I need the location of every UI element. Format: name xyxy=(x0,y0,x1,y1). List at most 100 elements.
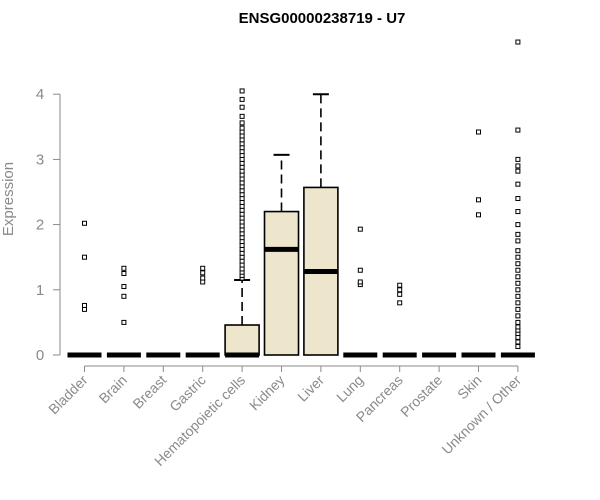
outlier-point xyxy=(239,254,245,260)
outlier-point xyxy=(515,168,521,174)
outlier-point xyxy=(515,238,521,244)
outlier-point xyxy=(515,313,521,319)
outlier-point xyxy=(515,267,521,273)
outlier-point xyxy=(397,300,403,306)
outlier-point xyxy=(515,300,521,306)
outlier-point xyxy=(82,306,87,312)
x-tick-label: Kidney xyxy=(246,372,288,414)
outlier-point xyxy=(239,239,245,245)
outlier-point xyxy=(239,196,245,202)
outlier-point xyxy=(515,287,521,293)
outlier-point xyxy=(239,96,245,102)
outlier-point xyxy=(239,168,245,174)
outlier-point xyxy=(239,172,245,178)
outlier-point xyxy=(239,156,245,162)
outlier-point xyxy=(515,231,521,237)
outlier-point xyxy=(239,104,245,110)
y-tick-label: 2 xyxy=(36,217,44,234)
outlier-point xyxy=(239,152,245,158)
outlier-point xyxy=(200,279,206,285)
outlier-point xyxy=(239,192,245,198)
outlier-point xyxy=(515,156,521,162)
x-tick-label: Bladder xyxy=(45,372,91,418)
outlier-point xyxy=(239,235,245,241)
outlier-point xyxy=(239,160,245,166)
box-group xyxy=(263,153,300,356)
outlier-point xyxy=(239,231,245,237)
outlier-point xyxy=(239,242,245,248)
box-group xyxy=(303,93,339,356)
outlier-point xyxy=(239,145,245,151)
x-tick-label: Breast xyxy=(129,372,169,412)
outlier-point xyxy=(357,226,363,232)
box-group xyxy=(67,220,102,358)
outlier-point xyxy=(515,280,521,286)
x-tick-label: Brain xyxy=(96,372,130,406)
outlier-point xyxy=(515,306,521,312)
outlier-point xyxy=(357,279,363,285)
y-axis: 0 1 2 3 4 xyxy=(36,86,61,364)
boxes-group xyxy=(67,39,535,358)
x-tick-label: Prostate xyxy=(397,372,445,420)
outlier-point xyxy=(515,324,521,330)
outlier-point xyxy=(239,258,245,264)
y-tick-label: 1 xyxy=(36,282,44,299)
box-group xyxy=(185,265,220,358)
outlier-point xyxy=(515,344,521,350)
box-group xyxy=(106,265,141,358)
outlier-point xyxy=(515,254,521,260)
box-group xyxy=(382,282,417,358)
x-tick-label: Skin xyxy=(454,372,485,403)
outlier-point xyxy=(515,181,521,187)
outlier-point xyxy=(476,212,481,218)
outlier-point xyxy=(239,223,245,229)
box-group xyxy=(343,226,378,358)
chart-title: ENSG00000238719 - U7 xyxy=(239,10,406,27)
outlier-point xyxy=(82,254,87,260)
outlier-point xyxy=(397,282,403,288)
outlier-point xyxy=(397,287,403,293)
outlier-point xyxy=(239,133,245,139)
y-tick-label: 3 xyxy=(36,151,44,168)
box-body xyxy=(263,210,300,356)
outlier-point xyxy=(239,149,245,155)
outlier-point xyxy=(515,222,521,228)
outlier-point xyxy=(239,250,245,256)
outlier-point xyxy=(239,188,245,194)
outlier-point xyxy=(515,127,521,133)
outlier-point xyxy=(239,141,245,147)
outlier-point xyxy=(515,209,521,215)
outlier-point xyxy=(239,215,245,221)
outlier-point xyxy=(239,137,245,143)
x-tick-label: Lung xyxy=(333,372,366,405)
outlier-point xyxy=(515,39,521,45)
outlier-point xyxy=(200,275,206,281)
outlier-point xyxy=(515,163,521,169)
x-tick-label: Liver xyxy=(294,372,327,405)
outlier-point xyxy=(515,319,521,325)
outlier-point xyxy=(239,164,245,170)
box-group xyxy=(224,88,260,358)
outlier-point xyxy=(239,203,245,209)
outlier-point xyxy=(239,219,245,225)
outlier-point xyxy=(515,339,521,345)
outlier-point xyxy=(515,248,521,254)
outlier-point xyxy=(239,129,245,135)
outlier-point xyxy=(239,262,245,268)
outlier-point xyxy=(200,265,206,271)
outlier-point xyxy=(121,284,127,290)
outlier-point xyxy=(515,334,521,340)
outlier-point xyxy=(239,113,245,119)
outlier-point xyxy=(515,293,521,299)
y-tick-label: 4 xyxy=(36,86,44,103)
outlier-point xyxy=(82,302,87,308)
outlier-point xyxy=(239,207,245,213)
outlier-point xyxy=(239,246,245,252)
outlier-point xyxy=(200,270,206,276)
outlier-point xyxy=(357,267,363,273)
outlier-point xyxy=(121,271,127,276)
outlier-point xyxy=(121,319,127,325)
y-axis-label: Expression xyxy=(0,162,17,236)
outlier-point xyxy=(515,274,521,280)
box-group xyxy=(461,129,496,358)
